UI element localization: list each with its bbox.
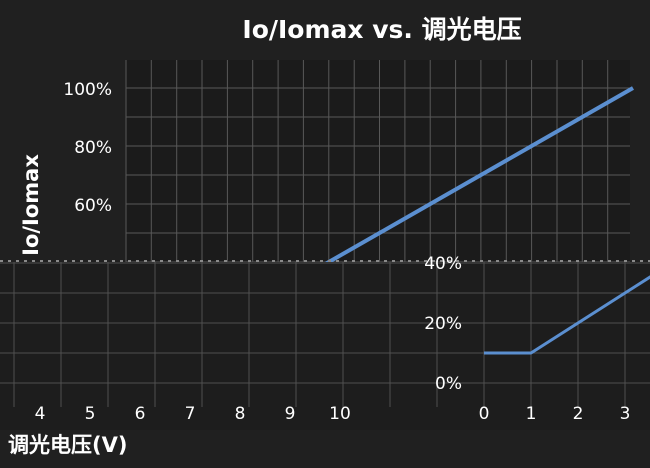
plot-area	[126, 60, 630, 262]
upper-plot	[125, 60, 634, 262]
y-tick-label: 40%	[424, 254, 462, 274]
x-tick-label: 4	[35, 404, 46, 424]
y-tick-label: 0%	[435, 374, 462, 394]
lower-plot	[0, 262, 650, 407]
x-tick-label: 0	[479, 404, 490, 424]
x-tick-label: 2	[573, 404, 584, 424]
y-tick-label: 100%	[63, 80, 112, 100]
x-tick-label: 7	[185, 404, 196, 424]
x-tick-label: 5	[85, 404, 96, 424]
x-tick-label: 9	[285, 404, 296, 424]
chart-title: Io/Iomax vs. 调光电压	[242, 15, 521, 44]
x-tick-label: 10	[329, 404, 351, 424]
y-tick-label: 80%	[74, 138, 112, 158]
y-axis-label: Io/Iomax	[19, 154, 43, 256]
series-line-fragment	[484, 275, 650, 355]
x-tick-label: 3	[620, 404, 631, 424]
x-axis-label: 调光电压(V)	[8, 433, 127, 457]
y-tick-label: 60%	[74, 196, 112, 216]
y-tick-label: 20%	[424, 314, 462, 334]
x-tick-label: 1	[526, 404, 537, 424]
x-tick-label: 6	[135, 404, 146, 424]
series-line	[324, 86, 634, 262]
lower-band	[0, 262, 650, 430]
x-tick-label: 8	[235, 404, 246, 424]
